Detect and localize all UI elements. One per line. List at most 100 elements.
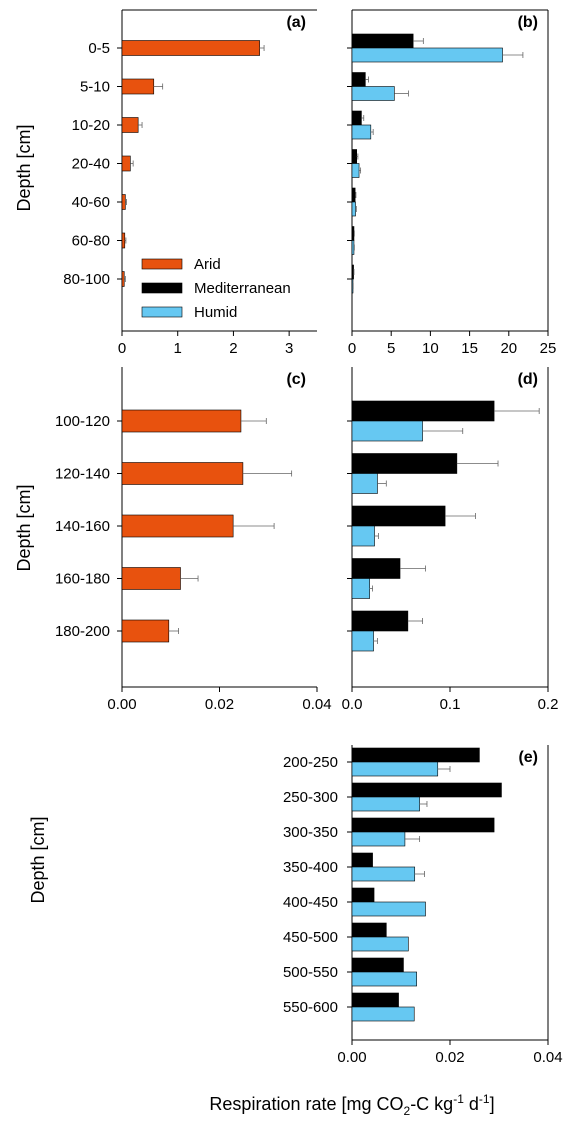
bar-arid bbox=[121, 232, 126, 249]
bar-arid bbox=[121, 117, 139, 133]
bar-humid bbox=[351, 831, 406, 847]
panel-c: (c) 0.00 0.02 0.04 100-120 120-140 140-160 160-… bbox=[55, 367, 332, 713]
bar-arid bbox=[121, 514, 234, 538]
legend-swatch bbox=[141, 258, 183, 270]
y-axis-label-middle: Depth [cm] bbox=[14, 484, 34, 571]
x-axis-label-mid: -C kg bbox=[410, 1094, 453, 1114]
category-label: 10-20 bbox=[72, 117, 110, 134]
bar-mediterranean bbox=[351, 110, 362, 126]
legend-swatch bbox=[141, 282, 183, 294]
category-label: 0-5 bbox=[88, 40, 110, 57]
bar-mediterranean bbox=[351, 453, 458, 474]
category-label: 160-180 bbox=[55, 571, 110, 588]
x-tick-label: 0.00 bbox=[337, 1049, 366, 1066]
category-label: 200-250 bbox=[283, 754, 338, 771]
x-tick-label: 20 bbox=[500, 340, 517, 357]
bar-mediterranean bbox=[351, 226, 355, 241]
bar-mediterranean bbox=[351, 887, 375, 903]
x-tick-label: 0 bbox=[118, 340, 126, 357]
category-label: 500-550 bbox=[283, 964, 338, 981]
x-tick-label: 0.00 bbox=[107, 696, 136, 713]
category-label: 300-350 bbox=[283, 824, 338, 841]
x-tick-label: 0.0 bbox=[342, 696, 363, 713]
bar-arid bbox=[121, 567, 181, 590]
legend-label: Mediterranean bbox=[194, 280, 291, 297]
bar-humid bbox=[351, 971, 417, 987]
bar-mediterranean bbox=[351, 400, 495, 422]
legend-item-mediterranean: Mediterranean bbox=[141, 280, 291, 297]
category-label: 250-300 bbox=[283, 789, 338, 806]
bar-mediterranean bbox=[351, 72, 366, 87]
bar-humid bbox=[351, 901, 426, 917]
x-axis-label-sub: 2 bbox=[404, 1104, 411, 1118]
x-tick-label: 0 bbox=[348, 340, 356, 357]
bar-humid bbox=[351, 420, 423, 442]
bar-mediterranean bbox=[351, 747, 480, 763]
bar-mediterranean bbox=[351, 264, 354, 280]
category-label: 60-80 bbox=[72, 233, 110, 250]
panel-a: (a) 0 1 2 3 0-5 5-10 10-20 20-40 40-60 60-80 80-100 bbox=[63, 9, 317, 357]
x-tick-label: 2 bbox=[229, 340, 237, 357]
category-label: 20-40 bbox=[72, 156, 110, 173]
category-label: 140-160 bbox=[55, 518, 110, 535]
bar-arid bbox=[121, 194, 126, 210]
bar-humid bbox=[351, 201, 356, 217]
bar-arid bbox=[121, 462, 244, 485]
category-label: 5-10 bbox=[80, 79, 110, 96]
bar-mediterranean bbox=[351, 992, 399, 1008]
bar-mediterranean bbox=[351, 610, 409, 632]
x-axis-label: Respiration rate [mg CO2-C kg-1 d-1] bbox=[209, 1092, 494, 1118]
panel-letter: (c) bbox=[286, 371, 306, 388]
bar-mediterranean bbox=[351, 782, 502, 798]
bar-humid bbox=[351, 124, 372, 140]
x-tick-label: 3 bbox=[285, 340, 293, 357]
category-label: 350-400 bbox=[283, 859, 338, 876]
bar-mediterranean bbox=[351, 33, 414, 49]
bar-mediterranean bbox=[351, 505, 446, 527]
y-axis-label-bottom: Depth [cm] bbox=[28, 816, 48, 903]
x-tick-label: 0.04 bbox=[302, 696, 331, 713]
panel-d: (d) 0.0 0.1 0.2 bbox=[342, 367, 558, 713]
legend-item-humid: Humid bbox=[141, 304, 237, 321]
x-tick-label: 15 bbox=[461, 340, 478, 357]
category-label: 100-120 bbox=[55, 413, 110, 430]
bar-arid bbox=[121, 619, 170, 643]
legend-item-arid: Arid bbox=[141, 256, 221, 273]
bar-humid bbox=[351, 761, 439, 777]
bar-humid bbox=[351, 1006, 415, 1022]
category-label: 40-60 bbox=[72, 194, 110, 211]
category-label: 550-600 bbox=[283, 999, 338, 1016]
x-axis-label-sup2: -1 bbox=[479, 1092, 490, 1106]
y-axis-label-top: Depth [cm] bbox=[14, 124, 34, 211]
legend-label: Arid bbox=[194, 256, 221, 273]
bar-arid bbox=[121, 271, 125, 287]
panel-e: (e) 0.00 0.02 0.04 200-250 250-300 300-350 350-… bbox=[283, 745, 563, 1066]
bar-mediterranean bbox=[351, 187, 356, 203]
x-tick-label: 1 bbox=[174, 340, 182, 357]
bar-mediterranean bbox=[351, 817, 495, 833]
legend-label: Humid bbox=[194, 304, 237, 321]
panel-b: (b) 0 5 10 15 20 25 bbox=[347, 9, 557, 357]
bar-humid bbox=[351, 866, 416, 882]
bar-humid bbox=[351, 47, 503, 63]
legend: Arid Mediterranean Humid bbox=[141, 256, 291, 321]
x-axis-label-main: Respiration rate [mg CO bbox=[209, 1094, 403, 1114]
bar-humid bbox=[351, 525, 375, 547]
panel-letter: (a) bbox=[286, 14, 306, 31]
panel-letter: (d) bbox=[518, 371, 538, 388]
bar-mediterranean bbox=[351, 558, 401, 579]
bar-humid bbox=[351, 630, 374, 652]
bar-humid bbox=[351, 578, 370, 599]
bar-arid bbox=[121, 409, 242, 433]
panels: (a) 0 1 2 3 0-5 5-10 10-20 20-40 40-60 60-80 80-100… bbox=[55, 9, 563, 1066]
bar-humid bbox=[351, 163, 360, 178]
x-tick-label: 5 bbox=[387, 340, 395, 357]
legend-swatch bbox=[141, 306, 183, 318]
bar-mediterranean bbox=[351, 852, 373, 868]
bar-arid bbox=[121, 78, 155, 95]
category-label: 80-100 bbox=[63, 271, 110, 288]
x-tick-label: 25 bbox=[540, 340, 557, 357]
x-tick-label: 0.1 bbox=[440, 696, 461, 713]
bar-mediterranean bbox=[351, 957, 404, 973]
bar-humid bbox=[351, 86, 395, 101]
